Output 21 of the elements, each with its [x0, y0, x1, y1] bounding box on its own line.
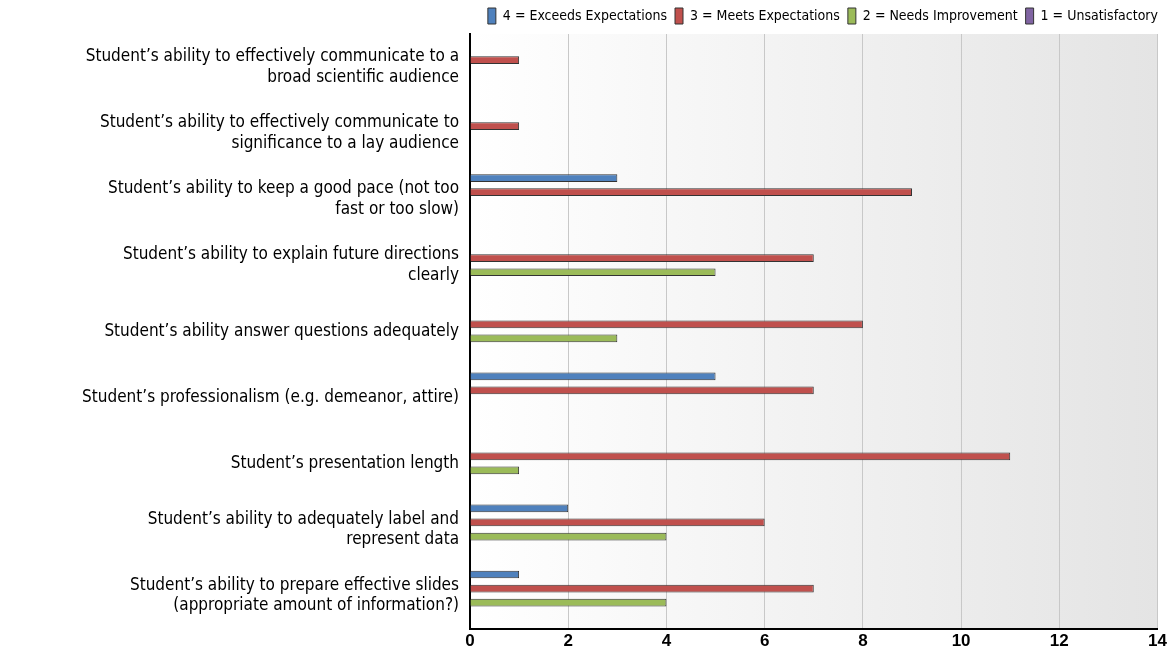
y-tick-label: Student’s ability answer questions adequately	[104, 319, 459, 340]
x-tick-label: 14	[1148, 631, 1168, 651]
y-tick-label: Student’s professionalism (e.g. demeanor, attire)	[82, 385, 459, 406]
y-tick-label: Student’s ability to adequately label and represent data	[147, 507, 459, 549]
y-tick-label: Student’s ability to explain future directions clearly	[122, 243, 460, 284]
x-tick-label: 6	[759, 631, 770, 651]
y-tick-label: Student’s ability to effectively communicate to significance to a lay audience	[99, 111, 459, 152]
x-tick-label: 2	[563, 631, 573, 651]
x-tick-label: 8	[858, 631, 868, 651]
y-tick-label: Student’s ability to prepare effective slides (appropriate amount of information?)	[129, 573, 460, 615]
y-tick-label: Student’s ability to keep a good pace (not too fast or too slow)	[107, 177, 459, 218]
legend-label: 1 = Unsatisfactory	[1040, 6, 1159, 23]
x-tick-label: 12	[1049, 631, 1069, 651]
x-tick-label: 0	[465, 631, 475, 651]
x-tick-label: 10	[951, 631, 971, 651]
legend-label: 4 = Exceeds Expectations	[502, 6, 668, 23]
y-tick-label: Student’s presentation length	[230, 451, 459, 472]
x-tick-label: 4	[661, 631, 672, 651]
y-tick-label: Student’s ability to effectively communicate to a broad scientific audience	[85, 45, 459, 86]
legend-label: 3 = Meets Expectations	[690, 6, 840, 23]
legend-label: 2 = Needs Improvement	[862, 6, 1018, 23]
